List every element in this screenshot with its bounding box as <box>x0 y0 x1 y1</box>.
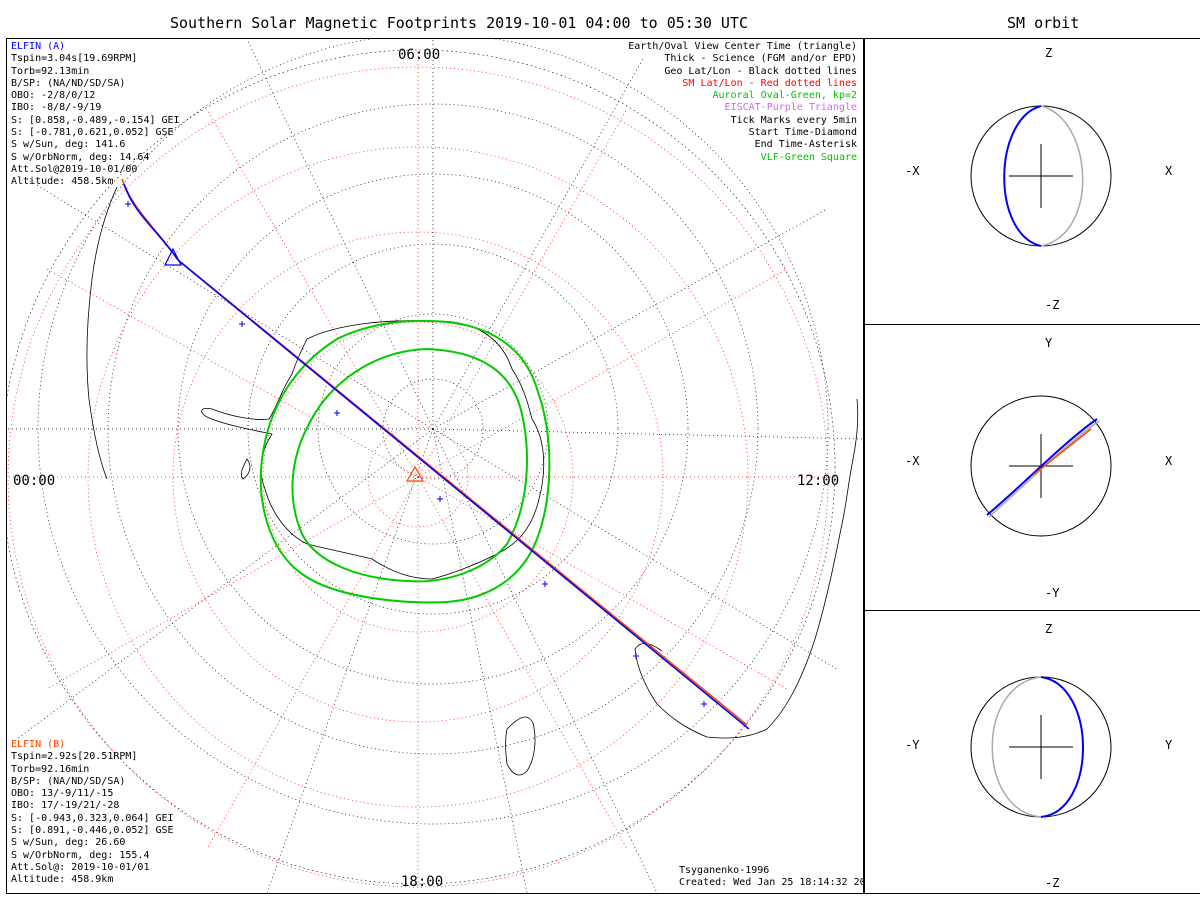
probe-b-line: S w/Sun, deg: 26.60 <box>11 837 126 849</box>
probe-a-line: S w/OrbNorm, deg: 14.64 <box>11 151 150 163</box>
legend-item: Start Time-Diamond <box>748 127 857 139</box>
legend-item: Thick - Science (FGM and/or EPD) <box>664 53 857 65</box>
probe-a-line: Att.Sol@2019-10-01/00 <box>11 163 138 175</box>
legend-item: End Time-Asterisk <box>754 139 857 151</box>
coastlines <box>86 186 859 776</box>
orbit-panel-xy: Y -Y -X X <box>865 325 1200 611</box>
probe-a-line: IBO: -8/8/-9/19 <box>11 102 102 114</box>
footprint-map: 06:00 00:00 12:00 18:00 <box>7 39 863 893</box>
probe-a-line: S: [-0.781,0.621,0.052] GSE <box>11 127 174 139</box>
legend-item: Tick Marks every 5min <box>730 114 857 126</box>
probe-a-info: ELFIN (A) Tspin=3.04s[19.69RPM] Torb=92.… <box>11 41 180 189</box>
credits: Tsyganenko-1996 Created: Wed Jan 25 18:1… <box>679 865 878 890</box>
probe-b-line: Altitude: 458.9km <box>11 874 114 886</box>
model-label: Tsyganenko-1996 <box>679 865 770 876</box>
axis-label-left: -Y <box>905 738 920 752</box>
axis-label-left: -X <box>905 454 920 468</box>
orbit-panel-xz: Z -Z -X X <box>865 39 1200 325</box>
probe-a-line: Altitude: 458.5km <box>11 176 114 188</box>
probe-a-line: OBO: -2/8/0/12 <box>11 90 96 102</box>
legend-item: Geo Lat/Lon - Black dotted lines <box>664 65 857 77</box>
legend-item: SM Lat/Lon - Red dotted lines <box>682 77 857 89</box>
probe-a-line: S: [0.858,-0.489,-0.154] GEI <box>11 114 180 126</box>
orbit-path-b <box>991 676 1042 818</box>
geo-lon-grid <box>7 39 863 893</box>
probe-b-line: OBO: 13/-9/11/-15 <box>11 788 114 800</box>
africa-coast <box>634 398 859 739</box>
view-center-triangle-a <box>164 247 182 266</box>
axis-label-top: Z <box>1045 622 1052 636</box>
created-label: Created: Wed Jan 25 18:14:32 2023 <box>679 877 878 889</box>
legend-item: EISCAT-Purple Triangle <box>724 102 857 114</box>
axis-label-bottom: -Z <box>1045 876 1059 890</box>
outer-boundary <box>7 49 836 885</box>
probe-a-name: ELFIN (A) <box>11 41 66 52</box>
axis-label-top: Z <box>1045 46 1052 60</box>
auroral-oval-inner <box>291 347 528 583</box>
orbit-panel-yz: Z -Z -Y Y <box>865 611 1200 895</box>
nz-coast <box>240 458 251 480</box>
time-label-right: 12:00 <box>797 473 839 489</box>
probe-a-line: S w/Sun, deg: 141.6 <box>11 139 126 151</box>
footprint-map-panel: 06:00 00:00 12:00 18:00 ELFIN (A) Tspin=… <box>6 38 878 894</box>
probe-b-name: ELFIN (B) <box>11 739 66 750</box>
track-elfin-b <box>121 178 748 726</box>
probe-a-line: Tspin=3.04s[19.69RPM] <box>11 53 138 65</box>
orbit-path-a <box>986 418 1098 516</box>
time-label-bottom: 18:00 <box>401 874 443 890</box>
time-label-top: 06:00 <box>398 47 440 63</box>
probe-b-line: Att.Sol@: 2019-10-01/01 <box>11 861 150 873</box>
orbit-path-a <box>1003 105 1042 247</box>
view-center-triangle-b <box>405 465 425 482</box>
time-label-left: 00:00 <box>13 473 55 489</box>
australia-coast <box>505 716 536 776</box>
probe-b-line: S: [0.891,-0.446,0.052] GSE <box>11 825 174 837</box>
axis-label-left: -X <box>905 164 920 178</box>
orbit-title: SM orbit <box>1007 14 1080 32</box>
axis-label-right: Y <box>1165 738 1173 752</box>
orbit-path-b <box>1040 105 1084 247</box>
probe-b-line: IBO: 17/-19/21/-28 <box>11 800 120 812</box>
antarctica-coast <box>201 320 545 580</box>
axis-label-right: X <box>1165 454 1173 468</box>
orbit-plot-yz: Z -Z -Y Y <box>905 622 1173 890</box>
legend-item: Auroral Oval-Green, kp=2 <box>712 90 858 102</box>
legend: Earth/Oval View Center Time (triangle) T… <box>628 41 857 164</box>
orbit-plot-xz: Z -Z -X X <box>905 46 1173 312</box>
orbit-panels: Z -Z -X X Y -Y -X X Z -Z -Y <box>864 38 1200 894</box>
probe-b-line: B/SP: (NA/ND/SD/SA) <box>11 775 126 787</box>
track-elfin-a <box>123 183 750 730</box>
axis-label-top: Y <box>1045 336 1053 350</box>
track-tick-marks <box>125 201 707 707</box>
probe-a-line: Torb=92.13min <box>11 65 90 77</box>
south-america-coast <box>86 186 118 480</box>
plot-title: Southern Solar Magnetic Footprints 2019-… <box>170 14 748 32</box>
probe-b-line: S w/OrbNorm, deg: 155.4 <box>11 849 150 861</box>
probe-b-info: ELFIN (B) Tspin=2.92s[20.51RPM] Torb=92.… <box>11 739 174 887</box>
axis-label-bottom: -Y <box>1045 586 1060 600</box>
probe-a-line: B/SP: (NA/ND/SD/SA) <box>11 77 126 89</box>
legend-item: VLF-Green Square <box>760 151 857 163</box>
axis-label-bottom: -Z <box>1045 298 1059 312</box>
legend-item: Earth/Oval View Center Time (triangle) <box>628 41 857 52</box>
orbit-path-a <box>1040 676 1084 818</box>
probe-b-line: S: [-0.943,0.323,0.064] GEI <box>11 812 174 824</box>
probe-b-line: Tspin=2.92s[20.51RPM] <box>11 751 138 763</box>
sm-lon-grid <box>7 49 837 889</box>
orbit-plot-xy: Y -Y -X X <box>905 336 1173 600</box>
probe-b-line: Torb=92.16min <box>11 763 90 775</box>
axis-label-right: X <box>1165 164 1173 178</box>
